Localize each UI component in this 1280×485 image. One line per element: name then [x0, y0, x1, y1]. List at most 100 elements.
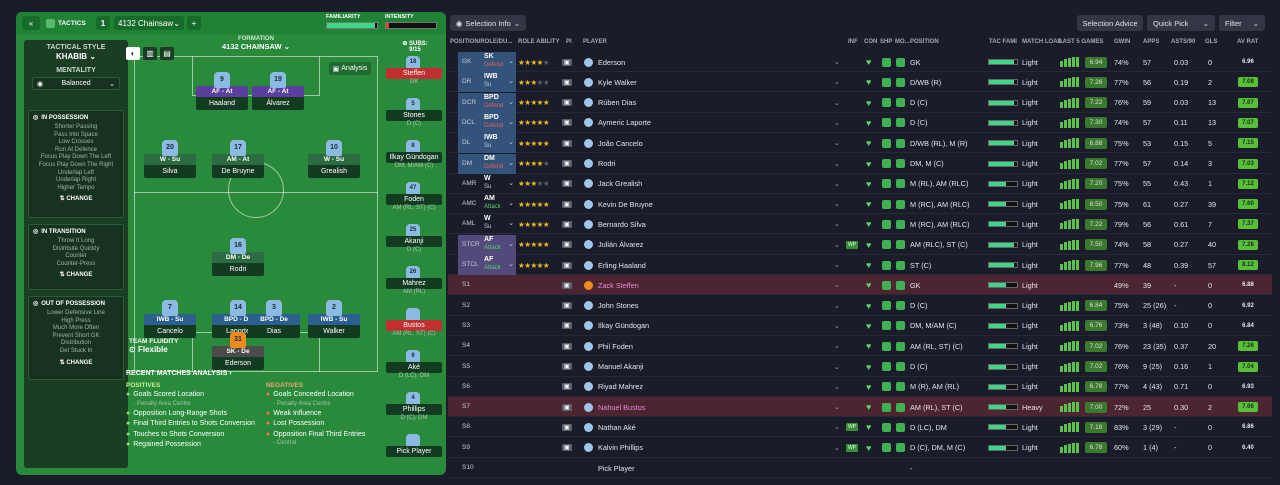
position-role-cell[interactable]: DL IWB Su ⌄: [458, 133, 516, 154]
pitch-player-card[interactable]: IWB - Su Cancelo: [144, 314, 196, 338]
player-instructions-icon[interactable]: ▣: [562, 342, 572, 350]
player-instructions-icon[interactable]: ▣: [562, 363, 572, 370]
sub-player[interactable]: 25 Akanji D (C): [386, 224, 442, 256]
chevron-down-icon[interactable]: ⌄: [834, 140, 840, 148]
chevron-down-icon[interactable]: ⌄: [508, 240, 514, 248]
chevron-down-icon[interactable]: ⌄: [508, 78, 514, 86]
player-name[interactable]: Zack Steffen: [598, 280, 639, 290]
player-instructions-icon[interactable]: ▣: [562, 220, 572, 228]
chevron-down-icon[interactable]: ⌄: [834, 363, 840, 371]
sub-player[interactable]: 6 Aké D (LC), DM: [386, 350, 442, 382]
chevron-down-icon[interactable]: ⌄: [834, 444, 840, 452]
col-position-role[interactable]: POSITION/ROLE/DU...: [450, 39, 513, 45]
chevron-down-icon[interactable]: ⌄: [834, 383, 840, 391]
table-row[interactable]: S1 ▣ Zack Steffen ⌄ ♥ GK Light 49% 39 - 0 6.88: [448, 275, 1272, 296]
pitch-player-card[interactable]: AF - At Haaland: [196, 86, 248, 110]
col-con[interactable]: CON: [864, 39, 878, 45]
player-instructions-icon[interactable]: ▣: [562, 78, 572, 86]
player-instructions-icon[interactable]: ▣: [562, 139, 572, 147]
player-instructions-icon[interactable]: ▣: [562, 160, 572, 167]
table-row[interactable]: GK SK Defend ⌄ ★★★★ ★ ▣ Ederson ⌄ ♥ GK Light 6.94 74%…: [448, 52, 1272, 72]
player-name[interactable]: Kyle Walker: [598, 77, 637, 87]
player-name[interactable]: Pick Player: [598, 463, 635, 473]
player-instructions-icon[interactable]: ▣: [562, 444, 572, 452]
stats-icon[interactable]: ▥: [143, 47, 157, 60]
change-possession-button[interactable]: ⇅ CHANGE: [59, 196, 93, 203]
collapse-icon[interactable]: «: [22, 16, 40, 30]
position-role-cell[interactable]: GK SK Defend ⌄: [458, 52, 516, 72]
pitch-player-card[interactable]: AM - At De Bruyne: [212, 154, 264, 178]
analysis-button[interactable]: ▣ Analysis: [329, 62, 371, 75]
position-role-cell[interactable]: AML W Su ⌄: [458, 214, 516, 234]
sub-player[interactable]: 47 Foden AM (RL, ST) (C): [386, 182, 442, 214]
col-player[interactable]: PLAYER: [583, 39, 607, 45]
change-out-button[interactable]: ⇅ CHANGE: [59, 359, 93, 366]
chevron-down-icon[interactable]: ⌄: [834, 180, 840, 188]
chevron-down-icon[interactable]: ⌄: [834, 99, 840, 107]
player-name[interactable]: Kalvin Phillips: [598, 443, 644, 453]
player-instructions-icon[interactable]: ▣: [562, 180, 572, 188]
notes-icon[interactable]: ▤: [160, 47, 174, 60]
col-gls[interactable]: GLS: [1205, 39, 1218, 45]
table-row[interactable]: AMR W Su ⌄ ★★★ ★ ★ ▣ Jack Grealish ⌄ ♥ M (RL), AM (…: [448, 174, 1272, 194]
sub-player[interactable]: 18 Steffen GK: [386, 56, 442, 88]
player-name[interactable]: Erling Haaland: [598, 260, 646, 270]
player-instructions-icon[interactable]: ▣: [562, 281, 572, 289]
table-row[interactable]: S7 ▣ Nahuel Bustos ⌄ ♥ AM (RL), ST (C) Heavy 7.…: [448, 397, 1272, 418]
player-name[interactable]: Ederson: [598, 57, 626, 67]
position-role-cell[interactable]: S6: [458, 377, 516, 397]
player-name[interactable]: Aymeric Laporte: [598, 118, 651, 128]
chevron-down-icon[interactable]: ⌄: [508, 220, 514, 228]
position-role-cell[interactable]: AMR W Su ⌄: [458, 174, 516, 194]
player-instructions-icon[interactable]: ▣: [562, 383, 572, 391]
player-name[interactable]: Jack Grealish: [598, 179, 643, 189]
chevron-down-icon[interactable]: ⌄: [834, 59, 840, 66]
sub-player[interactable]: 5 Stones D (C): [386, 98, 442, 130]
chevron-down-icon[interactable]: ⌄: [508, 98, 514, 106]
player-name[interactable]: Bernardo Silva: [598, 219, 646, 229]
tactic-slot[interactable]: 1: [96, 16, 110, 30]
tactical-style-name[interactable]: KHABIB ⌄: [24, 52, 128, 61]
position-role-cell[interactable]: S3: [458, 316, 516, 336]
instructions-icon[interactable]: ◐: [126, 47, 140, 60]
chevron-down-icon[interactable]: ⌄: [834, 201, 840, 209]
selection-advice-button[interactable]: Selection Advice: [1077, 15, 1143, 31]
position-role-cell[interactable]: S1: [458, 275, 516, 295]
col-asts[interactable]: ASTS/90: [1171, 39, 1196, 45]
col-shp[interactable]: SHP: [880, 39, 893, 45]
player-instructions-icon[interactable]: ▣: [562, 241, 572, 249]
player-instructions-icon[interactable]: ▣: [562, 119, 572, 127]
table-row[interactable]: S6 ▣ Riyad Mahrez ⌄ ♥ M (R), AM (RL) Light 6.78…: [448, 377, 1272, 397]
table-row[interactable]: S3 ▣ Ilkay Gündogan ⌄ ♥ DM, M/AM (C) Light 6.76…: [448, 316, 1272, 336]
col-gwin[interactable]: GWIN: [1114, 39, 1131, 45]
chevron-down-icon[interactable]: ⌄: [508, 139, 514, 147]
change-transition-button[interactable]: ⇅ CHANGE: [59, 272, 93, 279]
col-inf[interactable]: INF: [848, 39, 858, 45]
chevron-down-icon[interactable]: ⌄: [508, 261, 514, 268]
player-name[interactable]: Julián Álvarez: [598, 240, 644, 250]
player-name[interactable]: Phil Foden: [598, 341, 633, 351]
player-name[interactable]: Nahuel Bustos: [598, 402, 646, 412]
col-av-rat[interactable]: AV RAT: [1237, 39, 1259, 45]
chevron-down-icon[interactable]: ⌄: [834, 322, 840, 330]
table-row[interactable]: DCL BPD Defend ⌄ ★★★★★ ▣ Aymeric Laporte ⌄ ♥ D (C…: [448, 112, 1272, 133]
chevron-down-icon[interactable]: ⌄: [834, 282, 840, 290]
position-role-cell[interactable]: S10: [458, 458, 516, 478]
player-instructions-icon[interactable]: ▣: [562, 99, 572, 107]
position-role-cell[interactable]: DCL BPD Defend ⌄: [458, 112, 516, 133]
player-name[interactable]: Kevin De Bruyne: [598, 199, 653, 209]
chevron-down-icon[interactable]: ⌄: [834, 424, 840, 432]
position-role-cell[interactable]: DR IWB Su ⌄: [458, 72, 516, 93]
table-row[interactable]: DM DM Defend ⌄ ★★★★ ★ ▣ Rodri ⌄ ♥ DM, M (C) Light 7.…: [448, 153, 1272, 174]
position-role-cell[interactable]: S8: [458, 417, 516, 437]
player-instructions-icon[interactable]: ▣: [562, 403, 572, 411]
table-row[interactable]: AML W Su ⌄ ★★★★★ ▣ Bernardo Silva ⌄ ♥ M (RC), AM …: [448, 214, 1272, 235]
player-name[interactable]: Riyad Mahrez: [598, 382, 644, 392]
formation-name[interactable]: 4132 CHAINSAW ⌄: [222, 42, 290, 51]
analysis-title[interactable]: RECENT MATCHES ANALYSIS ›: [126, 370, 232, 377]
chevron-down-icon[interactable]: ⌄: [834, 119, 840, 127]
chevron-down-icon[interactable]: ⌄: [508, 200, 514, 208]
col-tac-fami[interactable]: TAC FAMI: [989, 39, 1017, 45]
chevron-down-icon[interactable]: ⌄: [834, 404, 840, 412]
col-match-load[interactable]: MATCH LOAD: [1022, 39, 1062, 45]
